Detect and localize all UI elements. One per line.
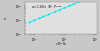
Point <box>29 22 30 23</box>
Point <box>73 4 74 5</box>
Text: $\alpha$: $\alpha$ <box>3 16 9 20</box>
Text: $\alpha = 1.60\times10^{2}\ P^{0.890}$: $\alpha = 1.60\times10^{2}\ P^{0.890}$ <box>31 4 63 11</box>
Point <box>43 16 44 17</box>
Point <box>69 5 71 6</box>
Point <box>33 20 35 21</box>
Point <box>64 7 65 8</box>
Point <box>55 11 56 12</box>
Text: $\times 10^{4}\ \mathrm{Pa}$: $\times 10^{4}\ \mathrm{Pa}$ <box>55 40 67 48</box>
Point <box>39 18 40 19</box>
Point <box>59 9 61 10</box>
Point <box>48 14 50 15</box>
